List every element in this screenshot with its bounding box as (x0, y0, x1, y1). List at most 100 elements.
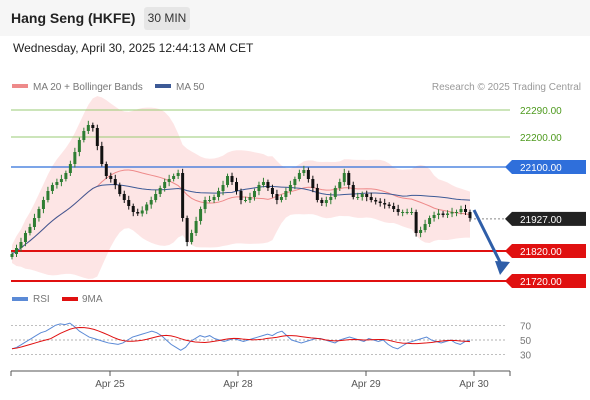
candle-body (28, 227, 32, 233)
level-label-2: 22100.00 (520, 163, 562, 174)
candle-body (14, 248, 18, 254)
candle-body (374, 200, 378, 202)
candle-body (266, 182, 270, 188)
candle-body (181, 173, 185, 218)
candle-body (95, 128, 99, 146)
candle-body (140, 210, 144, 214)
price-levels: 22290.00 22200.00 22100.00 21927.00 21820.00… (11, 106, 586, 288)
candle-body (50, 185, 54, 191)
forecast-arrow (472, 209, 510, 275)
bollinger-band (12, 96, 470, 279)
x-tick-label-3: Apr 30 (459, 379, 489, 390)
candle-body (284, 191, 288, 197)
level-pointer-5 (505, 274, 512, 288)
candle-body (378, 201, 382, 203)
candle-body (324, 200, 328, 203)
rsi-legend-label: RSI (33, 294, 50, 305)
candle-body (360, 194, 364, 197)
candle-body (185, 218, 189, 242)
level-tag-5 (512, 274, 586, 288)
candle-body (450, 212, 454, 214)
header-bar (0, 0, 590, 36)
candle-body (149, 200, 153, 205)
candle-body (297, 173, 301, 179)
ma20-legend-swatch (12, 84, 28, 88)
credit-label: Research © 2025 Trading Central (432, 82, 581, 93)
candle-body (401, 212, 405, 213)
rsi-ma-line (11, 326, 471, 350)
candle-body (190, 233, 194, 242)
candle-body (10, 254, 14, 257)
candle-body (261, 182, 265, 185)
candle-body (410, 212, 414, 213)
candle-body (414, 212, 418, 233)
candle-body (37, 209, 41, 218)
candle-body (158, 188, 162, 194)
candle-body (248, 197, 252, 200)
candle-body (23, 233, 27, 242)
candle-body (41, 200, 45, 209)
candle-body (46, 191, 50, 200)
level-pointer-4 (505, 244, 512, 258)
ma50-legend-label: MA 50 (176, 82, 205, 93)
candle-body (437, 213, 441, 215)
candle-body (91, 125, 95, 128)
candle-body (311, 179, 315, 188)
x-tick-label-0: Apr 25 (95, 379, 125, 390)
candle-body (387, 204, 391, 206)
rsi-tick-2: 30 (520, 351, 532, 362)
candle-body (145, 204, 149, 211)
candle-body (59, 179, 63, 182)
candle-body (347, 173, 351, 185)
candle-body (392, 206, 396, 209)
candle-body (194, 221, 198, 233)
candle-body (365, 194, 369, 197)
candle-body (320, 200, 324, 203)
candle-body (172, 176, 176, 179)
candle-body (113, 179, 117, 185)
level-tag-4 (512, 244, 586, 258)
candle-body (243, 200, 247, 201)
rsi-line (11, 322, 471, 351)
candle-body (306, 170, 310, 179)
candle-body (288, 185, 292, 191)
candle-body (464, 209, 468, 212)
rsi-tick-0: 70 (520, 321, 532, 332)
candle-body (208, 200, 212, 201)
timeframe-button[interactable]: 30 MIN (144, 7, 190, 30)
ma20-legend-label: MA 20 + Bollinger Bands (33, 82, 143, 93)
candle-body (68, 164, 72, 173)
candle-body (131, 206, 135, 212)
level-label-5: 21720.00 (520, 277, 562, 288)
candle-body (64, 173, 68, 179)
candle-body (302, 170, 306, 173)
candle-body (351, 185, 355, 197)
candle-body (405, 212, 409, 213)
candle-body (127, 200, 131, 206)
candle-body (356, 197, 360, 198)
candle-body (122, 194, 126, 200)
candle-body (77, 140, 81, 152)
ma50-legend-swatch (155, 84, 171, 88)
candle-body (419, 230, 423, 233)
candle-body (100, 146, 104, 164)
candle-body (428, 218, 432, 224)
datetime-label: Wednesday, April 30, 2025 12:44:13 AM CE… (13, 41, 254, 55)
candle-body (239, 191, 243, 200)
candle-body (176, 173, 180, 176)
candle-body (109, 176, 113, 179)
candle-body (230, 176, 234, 182)
candle-body (136, 212, 140, 214)
level-tag-2 (512, 160, 586, 174)
candle-body (167, 179, 171, 182)
candle-body (19, 242, 23, 248)
candle-body (55, 182, 59, 185)
candle-body (369, 197, 373, 200)
rsi-ma-legend-label: 9MA (82, 294, 103, 305)
level-label-0: 22290.00 (520, 106, 562, 117)
candle-body (270, 188, 274, 194)
candle-body (342, 173, 346, 182)
x-tick-label-2: Apr 29 (351, 379, 381, 390)
rsi-tick-1: 50 (520, 336, 532, 347)
